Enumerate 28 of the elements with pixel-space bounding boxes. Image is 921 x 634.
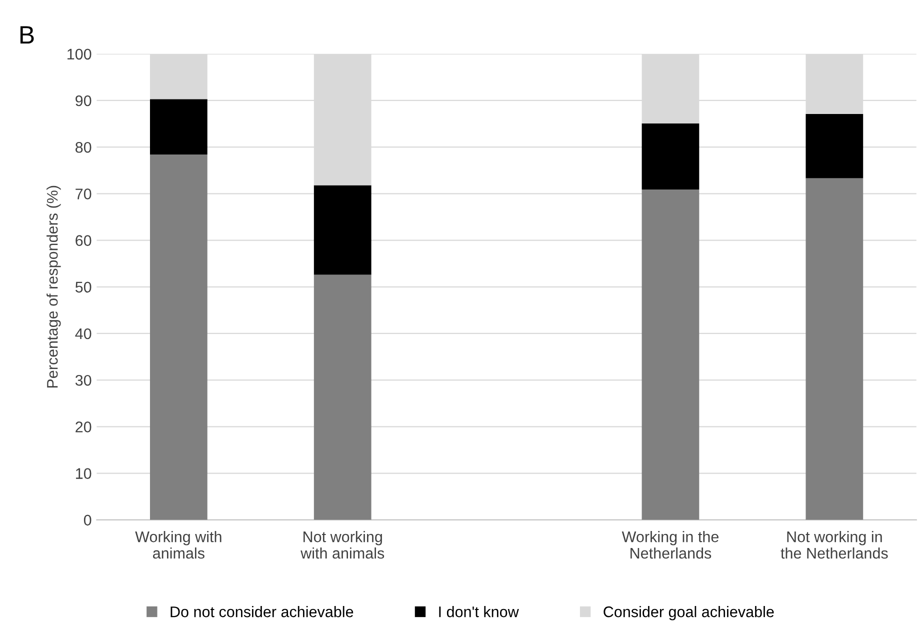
chart-title: B: [20, 26, 34, 44]
x-tick-label: Working in the Netherlands: [622, 530, 719, 559]
bar: [150, 154, 208, 520]
y-tick-label: 50: [75, 282, 92, 293]
y-axis-title: Percentage of responders (%): [46, 186, 61, 388]
bar: [150, 99, 208, 155]
x-tick-label: Not working in the Netherlands: [780, 530, 888, 559]
y-tick-label: 90: [76, 95, 92, 106]
bar: [314, 274, 372, 520]
bar: [642, 189, 700, 520]
legend-label: Consider goal achievable: [604, 606, 774, 620]
y-tick-label: 40: [75, 328, 92, 340]
y-tick-label: 60: [76, 235, 92, 246]
y-tick-label: 20: [76, 422, 92, 432]
x-tick-label: Working with animals: [135, 530, 222, 559]
legend-label: I don't know: [439, 606, 519, 618]
y-tick-label: 70: [76, 188, 92, 200]
bar: [642, 123, 700, 190]
y-tick-label: 0: [84, 514, 92, 526]
bar: [806, 178, 864, 520]
legend-label: Do not consider achievable: [170, 606, 354, 618]
x-tick-label: Not working with animals: [300, 530, 384, 559]
bar: [314, 185, 372, 275]
y-tick-label: 30: [75, 374, 92, 386]
y-tick-label: 10: [76, 468, 92, 479]
y-tick-label: 100: [68, 48, 92, 60]
y-tick-label: 80: [76, 142, 92, 153]
bar: [806, 114, 864, 178]
